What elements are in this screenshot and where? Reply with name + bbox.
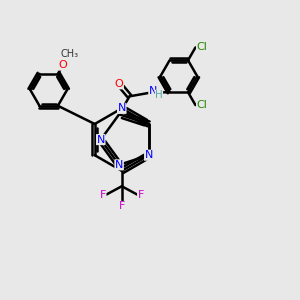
Text: N: N bbox=[118, 103, 126, 113]
Text: O: O bbox=[115, 79, 123, 89]
Text: F: F bbox=[100, 190, 106, 200]
Text: Cl: Cl bbox=[196, 42, 207, 52]
Text: H: H bbox=[155, 90, 163, 100]
Text: N: N bbox=[115, 160, 123, 170]
Text: N: N bbox=[149, 86, 157, 96]
Text: F: F bbox=[118, 202, 125, 212]
Text: Cl: Cl bbox=[196, 100, 207, 110]
Text: N: N bbox=[145, 150, 153, 160]
Text: CH₃: CH₃ bbox=[60, 49, 78, 59]
Text: N: N bbox=[97, 135, 105, 145]
Text: F: F bbox=[138, 190, 144, 200]
Text: O: O bbox=[58, 60, 67, 70]
